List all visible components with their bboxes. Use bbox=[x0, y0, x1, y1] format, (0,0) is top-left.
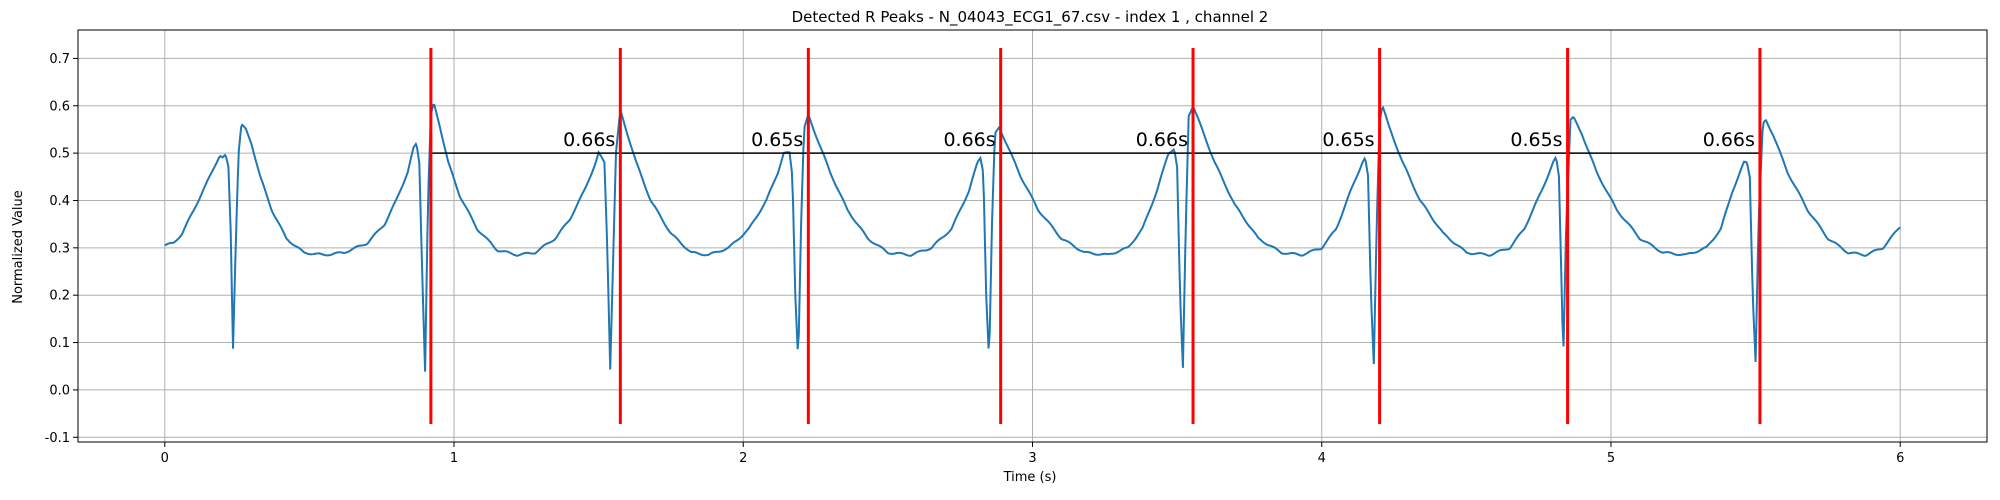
chart-title: Detected R Peaks - N_04043_ECG1_67.csv -… bbox=[792, 8, 1269, 27]
rr-interval-label: 0.65s bbox=[751, 129, 803, 151]
rr-interval-label: 0.66s bbox=[943, 129, 995, 151]
y-tick-label: 0.0 bbox=[49, 383, 70, 398]
axes: 0 1 2 3 4 5 6 -0.1 0.0 0.1 0.2 0.3 0.4 0.5 0.6 0.7 bbox=[45, 29, 1988, 466]
y-tick-label: 0.6 bbox=[49, 99, 70, 114]
x-tick-label: 6 bbox=[1896, 451, 1904, 466]
plot-area: 0.66s 0.65s 0.66s 0.66s 0.65s 0.65s 0.66s bbox=[164, 47, 1901, 425]
y-tick-label: 0.4 bbox=[49, 194, 70, 209]
rr-interval-label: 0.66s bbox=[1136, 129, 1188, 151]
rr-interval-label: 0.65s bbox=[1510, 129, 1562, 151]
y-tick-label: 0.5 bbox=[49, 147, 70, 162]
y-tick-label: 0.7 bbox=[49, 52, 70, 67]
x-tick-label: 1 bbox=[450, 451, 458, 466]
rr-interval-label: 0.65s bbox=[1322, 129, 1374, 151]
x-tick-label: 2 bbox=[739, 451, 747, 466]
x-tick-label: 3 bbox=[1028, 451, 1036, 466]
x-tick-label: 5 bbox=[1607, 451, 1615, 466]
x-tick-label: 0 bbox=[161, 451, 169, 466]
rr-interval-label: 0.66s bbox=[563, 129, 615, 151]
x-tick-label: 4 bbox=[1318, 451, 1326, 466]
x-axis-label: Time (s) bbox=[1003, 470, 1057, 485]
y-tick-label: 0.3 bbox=[49, 241, 70, 256]
grid bbox=[78, 30, 1987, 442]
y-tick-label: -0.1 bbox=[45, 431, 70, 446]
rr-interval-label: 0.66s bbox=[1703, 129, 1755, 151]
y-tick-label: 0.1 bbox=[49, 336, 70, 351]
y-axis-label: Normalized Value bbox=[11, 190, 26, 304]
y-tick-label: 0.2 bbox=[49, 289, 70, 304]
ecg-signal-line bbox=[164, 103, 1901, 372]
